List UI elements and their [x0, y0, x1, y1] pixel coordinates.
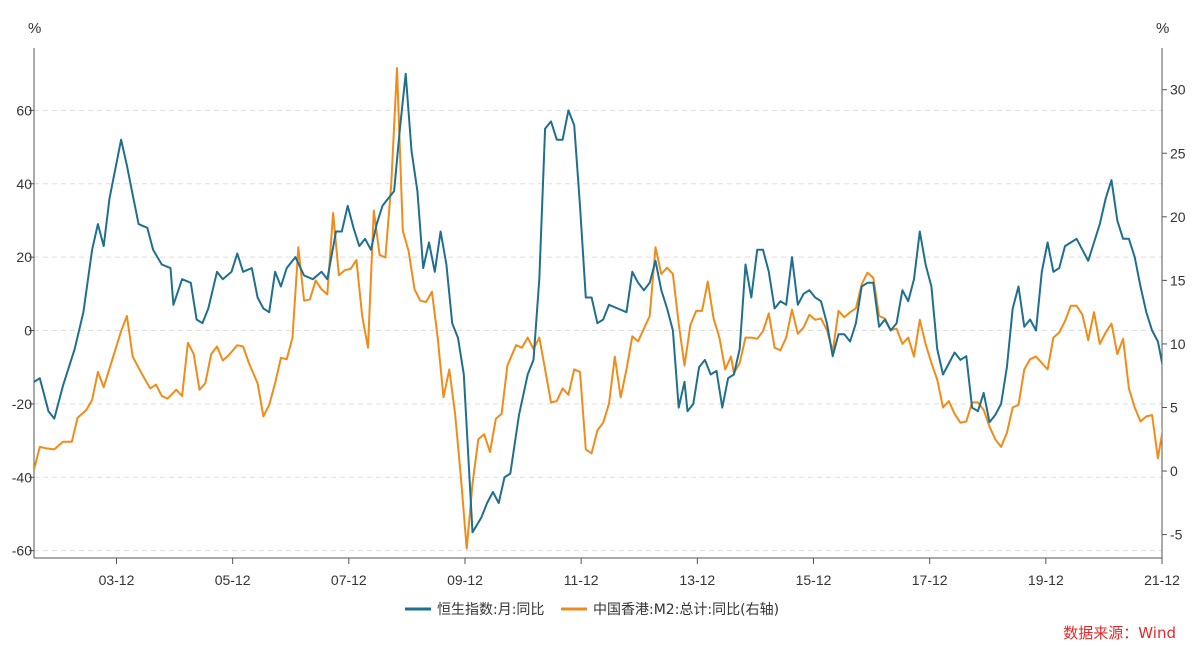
x-tick-label: 19-12: [1028, 572, 1064, 588]
left-tick-label: -20: [12, 396, 32, 412]
left-tick-label: 60: [16, 102, 32, 118]
legend-label-hsi: 恒生指数:月:同比: [437, 602, 544, 618]
x-tick-label: 07-12: [331, 572, 367, 588]
right-tick-label: 0: [1170, 463, 1178, 479]
left-axis-ticks: 60 40 20 0 -20 -40 -60: [12, 102, 34, 559]
x-tick-label: 09-12: [447, 572, 483, 588]
right-axis-unit: %: [1156, 20, 1169, 37]
right-tick-label: 5: [1170, 399, 1178, 415]
data-source-note: 数据来源：Wind: [1063, 624, 1176, 642]
left-tick-label: -40: [12, 469, 32, 485]
left-tick-label: 40: [16, 176, 32, 192]
x-tick-label: 15-12: [796, 572, 832, 588]
series-line-1: [34, 67, 1162, 550]
x-tick-label: 11-12: [564, 572, 599, 588]
x-tick-label: 17-12: [912, 572, 948, 588]
right-tick-label: 25: [1170, 145, 1186, 161]
right-tick-label: -5: [1170, 527, 1183, 543]
series-line-0: [34, 72, 1162, 534]
grid-lines: [34, 109, 1162, 552]
x-axis-ticks: 03-12 05-12 07-12 09-12 11-12 13-12 15-12 17-12…: [99, 558, 1180, 588]
right-tick-label: 30: [1170, 82, 1186, 98]
right-tick-label: 10: [1170, 336, 1186, 352]
x-tick-label: 21-12: [1144, 572, 1180, 588]
left-tick-label: 20: [16, 249, 32, 265]
x-tick-label: 03-12: [99, 572, 135, 588]
legend-label-m2: 中国香港:M2:总计:同比(右轴): [593, 602, 779, 618]
right-axis-ticks: 30 25 20 15 10 5 0 -5: [1162, 82, 1186, 543]
right-tick-label: 15: [1170, 272, 1186, 288]
left-tick-label: -60: [12, 543, 32, 559]
series-lines: [34, 67, 1162, 550]
x-tick-label: 13-12: [679, 572, 715, 588]
x-tick-label: 05-12: [215, 572, 251, 588]
left-tick-label: 0: [24, 323, 32, 339]
legend: 恒生指数:月:同比 中国香港:M2:总计:同比(右轴): [405, 602, 779, 618]
left-axis-unit: %: [28, 20, 41, 37]
right-tick-label: 20: [1170, 209, 1186, 225]
